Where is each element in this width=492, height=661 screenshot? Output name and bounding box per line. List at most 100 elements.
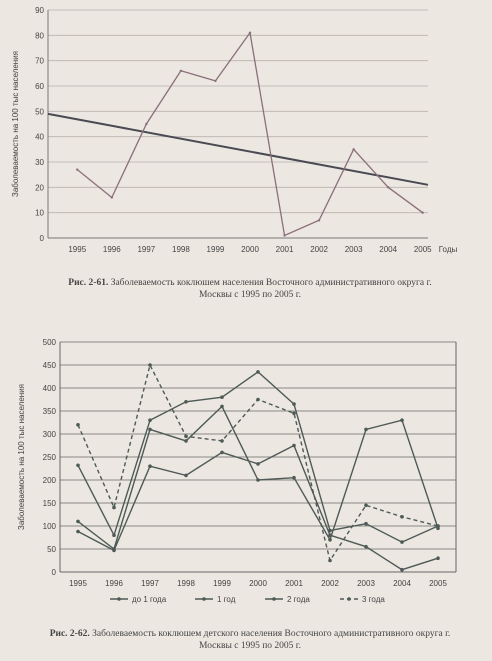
- x-tick-label: 2000: [241, 245, 259, 254]
- data-point: [220, 450, 224, 455]
- data-point: [256, 370, 260, 374]
- chart-1-caption-text: Заболеваемость коклюшем населения Восточ…: [110, 278, 432, 300]
- y-axis-label: Заболеваемость на 100 тыс населения: [11, 51, 20, 197]
- x-tick-label: 1995: [68, 245, 86, 254]
- data-point: [364, 544, 368, 549]
- data-point: [184, 434, 188, 439]
- legend-label: 1 год: [217, 595, 236, 604]
- x-tick-label: 2001: [276, 245, 294, 254]
- y-tick-label: 20: [35, 183, 44, 192]
- data-point: [179, 69, 183, 73]
- data-point: [184, 400, 188, 404]
- data-point: [328, 533, 332, 537]
- data-point: [400, 515, 404, 519]
- x-tick-label: 1998: [177, 579, 195, 588]
- data-point: [256, 478, 260, 482]
- legend-label: 3 года: [362, 595, 385, 604]
- y-tick-label: 70: [35, 57, 44, 66]
- y-tick-label: 500: [43, 338, 57, 347]
- data-point: [76, 519, 80, 524]
- chart-2: 0 50 100 150 200 250 300 350 400 450 500 1995 1996 19…: [17, 338, 457, 604]
- chart-1-caption-prefix: Рис. 2-61.: [68, 278, 109, 288]
- x-tick-label: 1999: [213, 579, 231, 588]
- x-tick-label: 2005: [414, 245, 432, 254]
- x-tick-label: 1997: [141, 579, 159, 588]
- y-tick-label: 50: [35, 107, 44, 116]
- data-point: [400, 418, 404, 422]
- data-point: [110, 196, 114, 199]
- data-point: [112, 548, 116, 553]
- x-tick-label: 1996: [103, 245, 121, 254]
- chart-2-caption-text: Заболеваемость коклюшем детского населен…: [92, 629, 451, 651]
- data-point: [76, 529, 80, 534]
- data-point: [148, 363, 152, 367]
- data-point: [436, 556, 440, 560]
- y-tick-label: 80: [35, 31, 44, 40]
- y-tick-label: 250: [43, 453, 57, 462]
- y-tick-label: 350: [43, 407, 57, 416]
- x-tick-label: 1996: [105, 579, 123, 588]
- y-tick-label: 0: [52, 568, 57, 577]
- legend-label: до 1 года: [132, 595, 167, 604]
- x-tick-label: 1995: [69, 579, 87, 588]
- data-point: [292, 443, 296, 448]
- data-point: [256, 397, 260, 402]
- data-point: [364, 427, 368, 432]
- trend-line: [47, 112, 429, 186]
- data-point: [421, 211, 424, 214]
- legend-marker: [347, 597, 351, 601]
- x-tick-label: 1998: [172, 245, 190, 254]
- data-point: [76, 463, 80, 468]
- data-point: [400, 567, 404, 572]
- y-tick-label: 40: [35, 133, 44, 142]
- x-tick-label: 1999: [207, 245, 225, 254]
- data-point: [317, 219, 321, 222]
- x-tick-label: 2003: [357, 579, 375, 588]
- data-point: [248, 31, 252, 34]
- data-point: [400, 540, 404, 544]
- data-point: [76, 423, 80, 427]
- data-point: [328, 558, 332, 563]
- data-point: [328, 538, 332, 542]
- y-tick-label: 0: [40, 234, 45, 243]
- y-tick-label: 50: [47, 545, 56, 554]
- y-tick-label: 100: [43, 522, 57, 531]
- data-point: [214, 79, 217, 83]
- x-axis-label: Годы: [439, 245, 458, 254]
- x-tick-label: 2000: [249, 579, 267, 588]
- y-axis-label: Заболеваемость на 100 тыс населения: [17, 384, 26, 530]
- data-point: [292, 402, 296, 406]
- chart-2-caption-prefix: Рис. 2-62.: [49, 629, 90, 639]
- data-point: [184, 439, 188, 443]
- x-tick-label: 2001: [285, 579, 303, 588]
- data-point: [256, 462, 260, 466]
- data-point: [184, 473, 188, 478]
- y-tick-label: 200: [43, 476, 57, 485]
- data-point: [364, 503, 368, 508]
- data-point: [292, 411, 296, 416]
- data-point: [328, 528, 332, 533]
- y-tick-label: 400: [43, 384, 57, 393]
- data-point: [352, 148, 355, 151]
- data-point: [386, 186, 390, 189]
- data-point: [283, 234, 286, 237]
- data-point: [220, 395, 224, 399]
- data-point: [292, 475, 296, 480]
- x-tick-label: 2004: [379, 245, 397, 254]
- legend-label: 2 года: [287, 595, 310, 604]
- chart-2-caption: Рис. 2-62. Заболеваемость коклюшем детск…: [40, 628, 460, 652]
- data-point: [148, 418, 152, 422]
- x-tick-label: 1997: [137, 245, 155, 254]
- chart-1: 0 10 20 30 40 50 60 70 80 90 1995 1996 1997 1998 1999 2…: [11, 6, 458, 254]
- x-tick-label: 2002: [310, 245, 328, 254]
- legend-marker: [202, 597, 206, 601]
- x-tick-label: 2004: [393, 579, 411, 588]
- y-tick-label: 10: [35, 209, 44, 218]
- y-tick-label: 450: [43, 361, 57, 370]
- y-tick-label: 300: [43, 430, 57, 439]
- series-line: [76, 31, 424, 237]
- x-tick-label: 2003: [345, 245, 363, 254]
- data-point: [76, 168, 79, 171]
- data-point: [145, 122, 148, 126]
